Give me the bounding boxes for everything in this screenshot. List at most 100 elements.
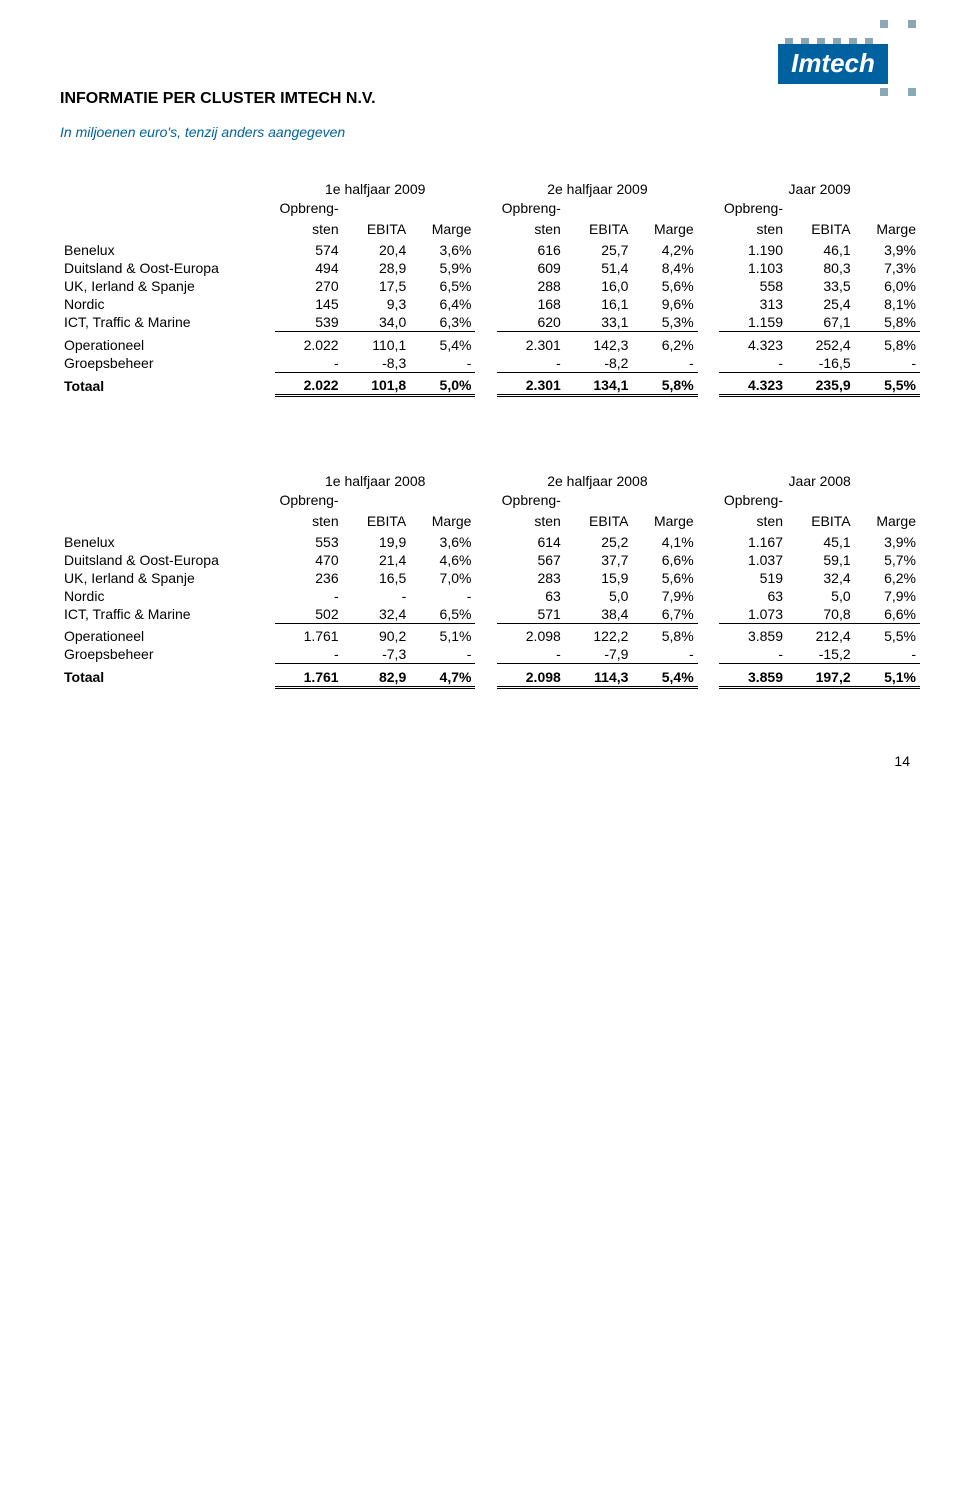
cell: 25,7: [565, 241, 633, 259]
cell: -8,2: [565, 354, 633, 373]
cell: 5,8%: [855, 336, 920, 354]
col-label: EBITA: [565, 220, 633, 241]
cell: 539: [275, 313, 343, 332]
cell: 616: [497, 241, 565, 259]
cell: 252,4: [787, 336, 855, 354]
cell: 288: [497, 277, 565, 295]
cell: 6,2%: [632, 336, 697, 354]
cell: 37,7: [565, 551, 633, 569]
cell: 33,1: [565, 313, 633, 332]
cell: 17,5: [343, 277, 411, 295]
cell: -: [719, 645, 787, 664]
cell: 9,3: [343, 295, 411, 313]
cell: -: [275, 645, 343, 664]
cell: -: [275, 587, 343, 605]
cell: -16,5: [787, 354, 855, 373]
row-label: UK, Ierland & Spanje: [60, 277, 275, 295]
cell: 1.761: [275, 627, 343, 645]
table-row: Duitsland & Oost-Europa47021,44,6%56737,…: [60, 551, 920, 569]
cell: 46,1: [787, 241, 855, 259]
cell: 4,6%: [410, 551, 475, 569]
cell: 553: [275, 533, 343, 551]
cell: 574: [275, 241, 343, 259]
cell: 63: [497, 587, 565, 605]
cell: 5,9%: [410, 259, 475, 277]
cell: 3,9%: [855, 241, 920, 259]
cell: 609: [497, 259, 565, 277]
cell: 6,6%: [632, 551, 697, 569]
row-label: Benelux: [60, 533, 275, 551]
cell: 5,5%: [855, 627, 920, 645]
cell: 236: [275, 569, 343, 587]
cell: 4,1%: [632, 533, 697, 551]
cell: 25,2: [565, 533, 633, 551]
cell: 5,8%: [855, 313, 920, 332]
row-label: Groepsbeheer: [60, 645, 275, 664]
row-label: ICT, Traffic & Marine: [60, 313, 275, 332]
cell: 9,6%: [632, 295, 697, 313]
table-row: Totaal1.76182,94,7%2.098114,35,4%3.85919…: [60, 668, 920, 688]
col-label: Opbreng-: [275, 199, 343, 220]
row-label: Totaal: [60, 668, 275, 688]
cell: 6,7%: [632, 605, 697, 624]
col-label: Opbreng-: [719, 199, 787, 220]
cell: 5,0: [787, 587, 855, 605]
cell: 1.159: [719, 313, 787, 332]
cell: 235,9: [787, 376, 855, 396]
cell: 5,1%: [855, 668, 920, 688]
cell: 59,1: [787, 551, 855, 569]
cell: 6,4%: [410, 295, 475, 313]
cell: 7,0%: [410, 569, 475, 587]
cell: 80,3: [787, 259, 855, 277]
cell: 16,5: [343, 569, 411, 587]
table-row: Operationeel1.76190,25,1%2.098122,25,8%3…: [60, 627, 920, 645]
cell: 3.859: [719, 627, 787, 645]
cell: 1.190: [719, 241, 787, 259]
table-row: Nordic---635,07,9%635,07,9%: [60, 587, 920, 605]
cell: -: [855, 645, 920, 664]
cell: 1.761: [275, 668, 343, 688]
cell: 313: [719, 295, 787, 313]
row-label: Nordic: [60, 587, 275, 605]
separator-row: [60, 396, 920, 402]
cell: 5,4%: [632, 668, 697, 688]
period-label: 1e halfjaar 2008: [275, 472, 475, 491]
col-label: EBITA: [787, 220, 855, 241]
cell: 8,1%: [855, 295, 920, 313]
financial-table: 1e halfjaar 20092e halfjaar 2009Jaar 200…: [60, 180, 920, 402]
cell: -: [719, 354, 787, 373]
cell: 558: [719, 277, 787, 295]
cell: 34,0: [343, 313, 411, 332]
col-header-row: stenEBITAMargestenEBITAMargestenEBITAMar…: [60, 220, 920, 241]
cell: 3,6%: [410, 241, 475, 259]
col-label: Marge: [855, 220, 920, 241]
cell: 614: [497, 533, 565, 551]
cell: 5,8%: [632, 376, 697, 396]
cell: 494: [275, 259, 343, 277]
cell: 5,1%: [410, 627, 475, 645]
page-number: 14: [894, 753, 910, 769]
col-header-row: stenEBITAMargestenEBITAMargestenEBITAMar…: [60, 512, 920, 533]
period-label: 1e halfjaar 2009: [275, 180, 475, 199]
cell: 212,4: [787, 627, 855, 645]
cell: 4.323: [719, 376, 787, 396]
cell: -: [343, 587, 411, 605]
col-label: Opbreng-: [497, 199, 565, 220]
svg-text:Imtech: Imtech: [791, 48, 875, 78]
cell: 5,0: [565, 587, 633, 605]
cell: 470: [275, 551, 343, 569]
row-label: Totaal: [60, 376, 275, 396]
cell: 6,3%: [410, 313, 475, 332]
cell: 620: [497, 313, 565, 332]
cell: -15,2: [787, 645, 855, 664]
period-label: Jaar 2008: [719, 472, 920, 491]
cell: 571: [497, 605, 565, 624]
table-row: Benelux57420,43,6%61625,74,2%1.19046,13,…: [60, 241, 920, 259]
col-label: sten: [497, 220, 565, 241]
cell: 2.301: [497, 376, 565, 396]
table-row: Groepsbeheer--7,3---7,9---15,2-: [60, 645, 920, 664]
cell: -: [855, 354, 920, 373]
cell: 7,9%: [632, 587, 697, 605]
col-label: Opbreng-: [719, 491, 787, 512]
cell: 15,9: [565, 569, 633, 587]
